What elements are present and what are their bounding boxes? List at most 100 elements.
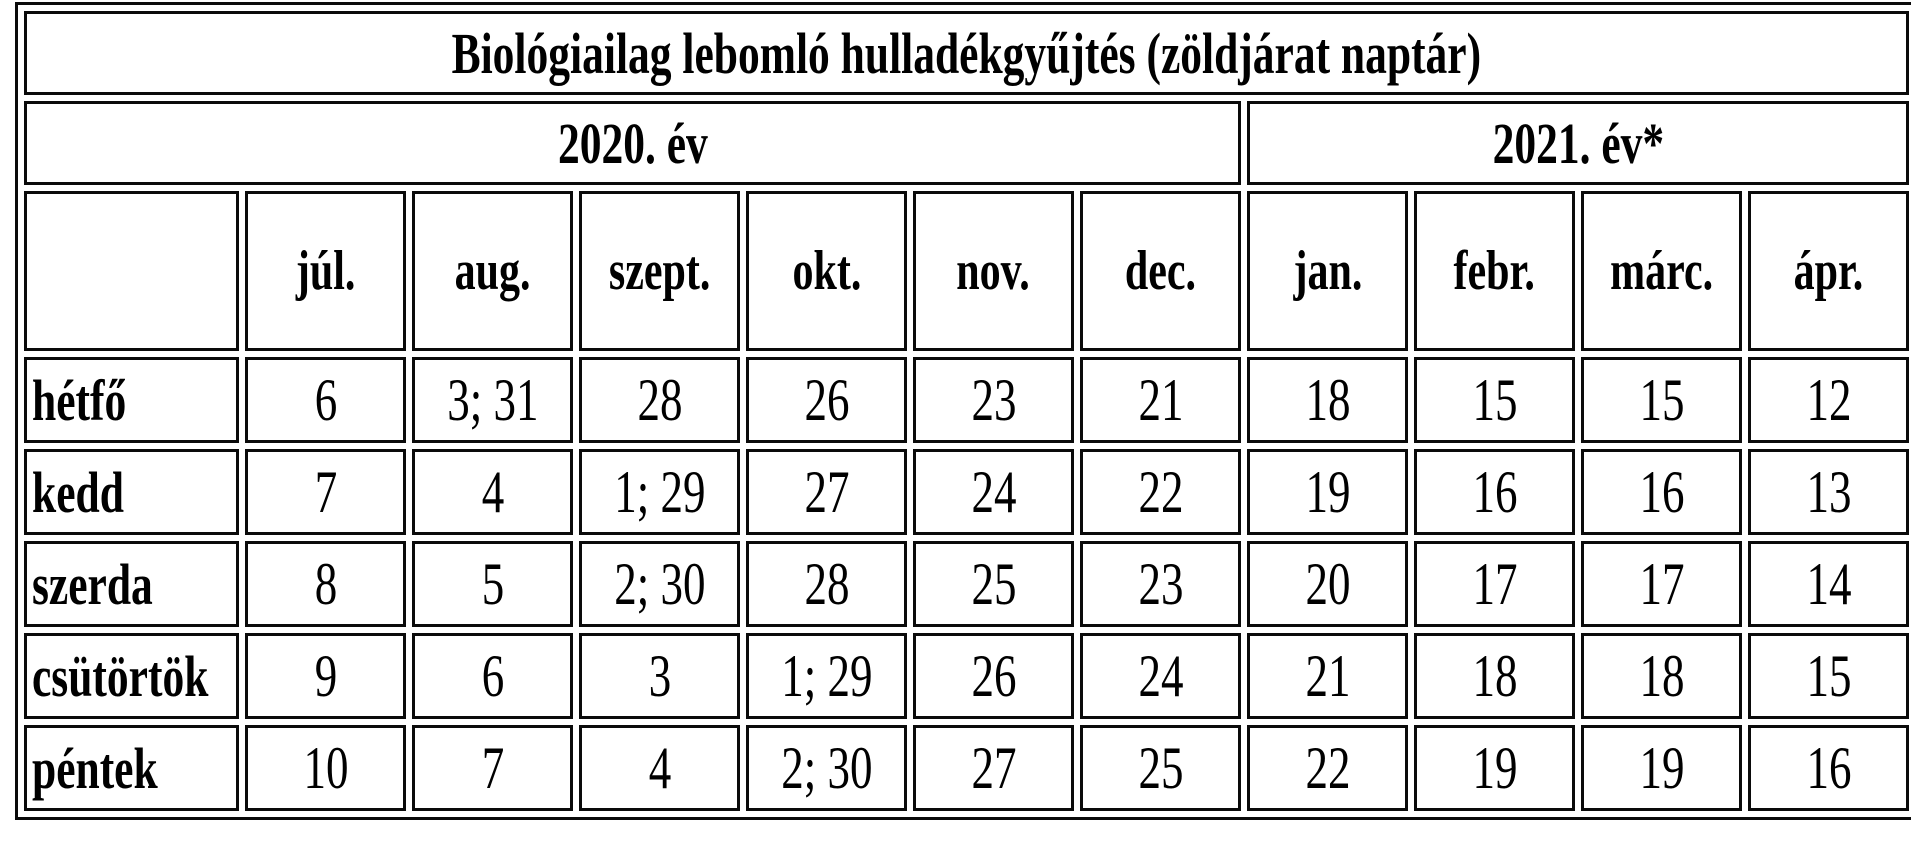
value-cell: 19 (1581, 725, 1742, 811)
table-row: hétfő 6 3; 31 28 26 23 21 18 15 15 12 (24, 357, 1910, 443)
value-cell: 22 (1080, 449, 1241, 535)
collection-dates: 17 (1639, 550, 1684, 617)
corner-cell (24, 191, 239, 351)
collection-dates: 18 (1639, 642, 1684, 709)
value-cell: 23 (1080, 541, 1241, 627)
value-cell: 3; 31 (412, 357, 573, 443)
month-label: márc. (1609, 240, 1714, 302)
collection-dates: 9 (314, 642, 337, 709)
collection-dates: 7 (481, 734, 504, 801)
month-header-cell: okt. (746, 191, 907, 351)
value-cell: 2; 30 (746, 725, 907, 811)
collection-dates: 22 (1138, 458, 1183, 525)
value-cell: 26 (746, 357, 907, 443)
collection-dates: 6 (481, 642, 504, 709)
collection-dates: 26 (804, 366, 849, 433)
month-header-cell: dec. (1080, 191, 1241, 351)
month-header-cell: jan. (1247, 191, 1408, 351)
collection-dates: 16 (1639, 458, 1684, 525)
collection-dates: 21 (1305, 642, 1350, 709)
page-title: Biológiailag lebomló hulladékgyűjtés (zö… (451, 20, 1482, 86)
value-cell: 27 (746, 449, 907, 535)
collection-dates: 16 (1806, 734, 1852, 801)
value-cell: 15 (1414, 357, 1575, 443)
collection-dates: 4 (648, 734, 671, 801)
title-cell: Biológiailag lebomló hulladékgyűjtés (zö… (24, 11, 1910, 95)
collection-dates: 3 (648, 642, 671, 709)
table-row: Biológiailag lebomló hulladékgyűjtés (zö… (24, 11, 1910, 95)
collection-dates: 24 (971, 458, 1016, 525)
table-row: júl. aug. szept. okt. nov. dec. jan. feb… (24, 191, 1910, 351)
value-cell: 6 (245, 357, 406, 443)
day-label-cell: csütörtök (24, 633, 239, 719)
value-cell: 8 (245, 541, 406, 627)
value-cell: 19 (1247, 449, 1408, 535)
collection-dates: 19 (1472, 734, 1517, 801)
value-cell: 2; 30 (579, 541, 740, 627)
value-cell: 16 (1748, 725, 1910, 811)
value-cell: 20 (1247, 541, 1408, 627)
collection-dates: 1; 29 (613, 458, 706, 525)
table-row: csütörtök 9 6 3 1; 29 26 24 21 18 18 15 (24, 633, 1910, 719)
year-2021-label: 2021. év* (1492, 110, 1664, 176)
value-cell: 21 (1080, 357, 1241, 443)
day-label: szerda (32, 551, 153, 617)
collection-dates: 18 (1472, 642, 1517, 709)
month-header-cell: nov. (913, 191, 1074, 351)
collection-dates: 19 (1305, 458, 1350, 525)
value-cell: 21 (1247, 633, 1408, 719)
value-cell: 27 (913, 725, 1074, 811)
day-label: kedd (32, 459, 124, 525)
collection-dates: 22 (1305, 734, 1350, 801)
month-label: dec. (1124, 240, 1197, 302)
month-label: okt. (792, 240, 861, 302)
value-cell: 7 (245, 449, 406, 535)
value-cell: 26 (913, 633, 1074, 719)
month-header-cell: márc. (1581, 191, 1742, 351)
value-cell: 18 (1581, 633, 1742, 719)
day-label: péntek (32, 735, 158, 801)
collection-dates: 19 (1639, 734, 1684, 801)
collection-dates: 18 (1305, 366, 1350, 433)
collection-dates: 15 (1472, 366, 1517, 433)
value-cell: 1; 29 (579, 449, 740, 535)
year-2020-label: 2020. év (557, 110, 708, 176)
day-label-cell: péntek (24, 725, 239, 811)
value-cell: 7 (412, 725, 573, 811)
value-cell: 25 (913, 541, 1074, 627)
month-header-cell: aug. (412, 191, 573, 351)
value-cell: 3 (579, 633, 740, 719)
value-cell: 14 (1748, 541, 1910, 627)
value-cell: 18 (1247, 357, 1408, 443)
collection-dates: 7 (314, 458, 337, 525)
value-cell: 10 (245, 725, 406, 811)
value-cell: 15 (1581, 357, 1742, 443)
collection-dates: 8 (314, 550, 337, 617)
collection-dates: 28 (804, 550, 849, 617)
month-header-cell: szept. (579, 191, 740, 351)
value-cell: 24 (913, 449, 1074, 535)
day-label: hétfő (32, 367, 127, 433)
collection-dates: 2; 30 (780, 734, 873, 801)
month-label: júl. (295, 240, 356, 302)
value-cell: 13 (1748, 449, 1910, 535)
collection-dates: 5 (481, 550, 504, 617)
collection-dates: 27 (971, 734, 1016, 801)
collection-dates: 20 (1305, 550, 1350, 617)
table-row: kedd 7 4 1; 29 27 24 22 19 16 16 13 (24, 449, 1910, 535)
value-cell: 17 (1414, 541, 1575, 627)
month-label: ápr. (1793, 240, 1864, 302)
day-label-cell: szerda (24, 541, 239, 627)
collection-dates: 23 (1138, 550, 1183, 617)
value-cell: 16 (1414, 449, 1575, 535)
month-label: aug. (454, 240, 531, 302)
value-cell: 4 (579, 725, 740, 811)
collection-dates: 16 (1472, 458, 1517, 525)
value-cell: 24 (1080, 633, 1241, 719)
day-label: csütörtök (32, 643, 209, 709)
value-cell: 25 (1080, 725, 1241, 811)
value-cell: 17 (1581, 541, 1742, 627)
month-header-cell: júl. (245, 191, 406, 351)
collection-dates: 12 (1806, 366, 1852, 433)
collection-dates: 23 (971, 366, 1016, 433)
